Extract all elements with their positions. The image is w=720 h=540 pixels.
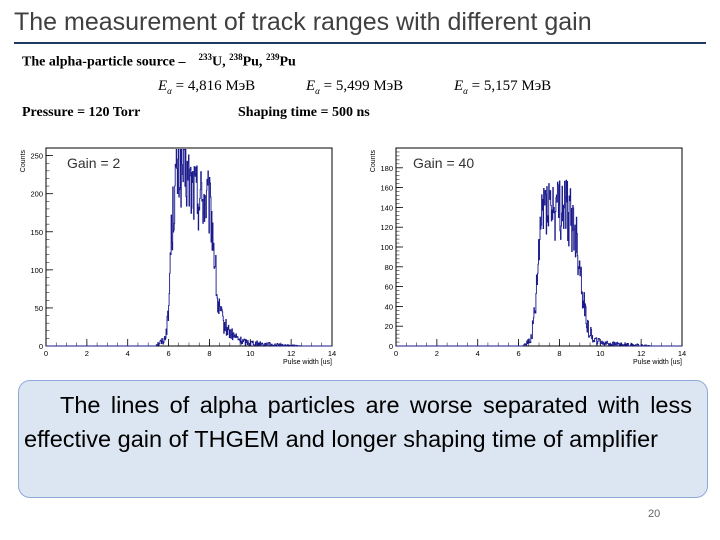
x-tick-label: 2: [435, 349, 439, 358]
y-tick-label: 50: [35, 304, 43, 313]
y-tick-label: 250: [30, 152, 43, 161]
shaping-time-label: Shaping time = 500 ns: [238, 105, 370, 120]
histogram-gain-2: 0 50 100 150 200 250 0 2 4 6 8 10 12 14 Pulse width [u…: [18, 138, 338, 366]
source-label: The alpha-particle source –: [22, 54, 186, 70]
isotope-symbol: U,: [211, 54, 226, 70]
energy-label: Eα = 5,499 МэВ: [306, 78, 404, 96]
x-tick-label: 8: [557, 349, 561, 358]
y-tick-label: 150: [30, 228, 43, 237]
histogram-series: [46, 149, 332, 347]
y-tick-label: 140: [380, 203, 393, 212]
isotope-mass: 239: [265, 52, 280, 62]
histogram-chart: 0 20 40 60 80 100 120 140 160 180 0 2 4 6 8 10 12 14Pulse…: [370, 147, 686, 366]
slide-title: The measurement of track ranges with dif…: [14, 8, 592, 36]
x-tick-label: 6: [516, 349, 520, 358]
y-tick-label: 80: [385, 263, 393, 272]
energy-label: Eα = 5,157 МэВ: [454, 78, 552, 96]
y-tick-label: 120: [380, 223, 393, 232]
page-number: 20: [648, 508, 661, 520]
x-tick-label: 10: [596, 349, 604, 358]
histogram-gain-40: 0 20 40 60 80 100 120 140 160 180 0 2 4 6 8 10 12 14 Pulse…: [368, 138, 688, 366]
x-axis-label: Pulse width [us]: [283, 359, 332, 366]
x-tick-label: 6: [166, 349, 170, 358]
x-axis-label: Pulse width [us]: [633, 359, 682, 366]
y-tick-label: 200: [30, 190, 43, 199]
x-tick-label: 0: [44, 349, 48, 358]
x-tick-label: 4: [126, 349, 130, 358]
x-tick-label: 8: [207, 349, 211, 358]
y-tick-label: 100: [30, 266, 43, 275]
x-tick-label: 12: [637, 349, 645, 358]
x-tick-label: 14: [328, 349, 336, 358]
y-tick-label: 20: [385, 322, 393, 331]
isotope-mass: 233: [198, 52, 212, 62]
histogram-series: [396, 179, 682, 347]
gain-label: Gain = 2: [67, 155, 121, 171]
gain-label: Gain = 40: [413, 155, 475, 171]
title-underline: [14, 42, 706, 44]
y-tick-label: 40: [385, 302, 393, 311]
x-tick-label: 10: [246, 349, 254, 358]
isotope-symbol: Pu: [279, 54, 296, 70]
energy-label: Eα = 4,816 МэВ: [158, 78, 256, 96]
conclusion-box: [18, 380, 708, 498]
y-tick-label: 0: [389, 342, 393, 351]
y-tick-label: 0: [39, 342, 43, 351]
x-tick-label: 12: [287, 349, 295, 358]
x-tick-label: 0: [394, 349, 398, 358]
y-axis-label: Counts: [20, 150, 27, 173]
isotope-mass: 238: [229, 52, 243, 62]
y-tick-label: 100: [380, 243, 393, 252]
x-tick-label: 4: [476, 349, 480, 358]
isotope-symbol: Pu,: [242, 54, 263, 70]
x-tick-label: 2: [85, 349, 89, 358]
conclusion-text: The lines of alpha particles are worse s…: [24, 392, 692, 452]
source-line: The alpha-particle source – 233U, 238Pu,…: [22, 52, 296, 71]
pressure-label: Pressure = 120 Torr: [22, 105, 141, 120]
y-tick-label: 60: [385, 283, 393, 292]
x-tick-label: 14: [678, 349, 686, 358]
y-tick-label: 160: [380, 184, 393, 193]
y-axis-label: Counts: [370, 150, 377, 173]
y-tick-label: 180: [380, 164, 393, 173]
